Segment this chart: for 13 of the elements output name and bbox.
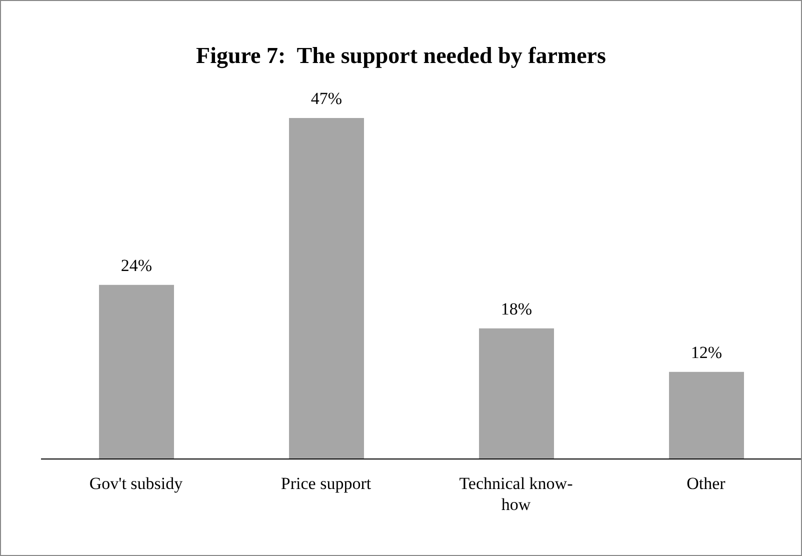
x-tick-label: Technical know-how (459, 474, 574, 514)
bar (479, 328, 554, 459)
x-tick-label: Other (686, 474, 726, 493)
x-tick-label: Gov't subsidy (89, 474, 184, 493)
data-label: 18% (500, 299, 532, 318)
bar (289, 118, 364, 459)
data-label: 24% (120, 256, 152, 275)
chart-title: Figure 7: The support needed by farmers (195, 43, 607, 69)
data-label: 47% (310, 89, 342, 108)
bar (99, 284, 174, 459)
x-tick-label: Price support (280, 474, 372, 493)
data-label: 12% (690, 342, 722, 362)
bar (669, 372, 744, 459)
